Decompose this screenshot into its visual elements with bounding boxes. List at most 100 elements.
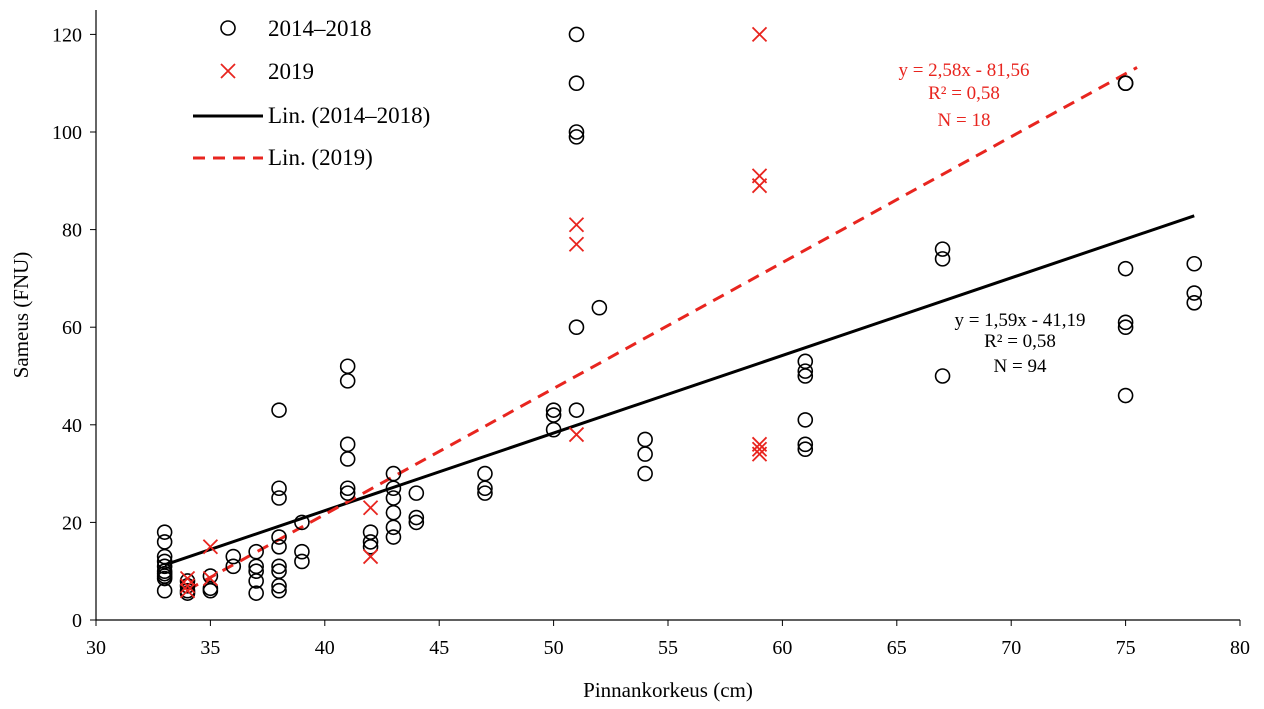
data-point-x <box>202 539 219 555</box>
data-point-circle <box>248 573 264 589</box>
trend-2014-2018-equation: y = 1,59x - 41,19 <box>954 310 1085 331</box>
data-point-circle <box>797 363 814 379</box>
data-point-circle <box>1186 294 1203 311</box>
axes: 30 35 40 45 50 55 60 65 70 75 80 0 20 40 60 80 100 120 Pin… <box>9 10 1250 702</box>
x-tick-label: 80 <box>1230 637 1250 659</box>
data-point-x <box>568 426 585 443</box>
data-point-circle <box>408 485 425 501</box>
data-point-circle <box>408 514 425 531</box>
data-point-circle <box>1117 387 1134 404</box>
x-tick-label: 35 <box>200 637 220 659</box>
data-point-circle <box>271 578 287 594</box>
data-point-x <box>751 441 768 457</box>
y-tick-label: 80 <box>62 220 82 242</box>
data-point-x-stroke <box>568 236 585 252</box>
data-point-circle <box>1186 285 1203 301</box>
data-point-x-stroke <box>751 441 768 457</box>
data-point-circle <box>797 412 814 428</box>
data-point-circle <box>385 490 402 506</box>
data-point-x <box>362 500 379 516</box>
x-tick-label: 70 <box>1001 637 1021 659</box>
data-point-circle <box>568 75 585 91</box>
trendline-2019 <box>186 66 1138 592</box>
data-point-circle <box>179 573 196 589</box>
data-point-x <box>568 236 585 252</box>
trend-2019-n: N = 18 <box>938 110 991 131</box>
data-point-circle <box>271 529 287 545</box>
data-point-x <box>568 217 585 233</box>
data-point-circle <box>225 548 242 565</box>
data-point-circle <box>568 402 585 418</box>
y-tick-label: 40 <box>62 415 82 437</box>
legend-label-lin-2014-2018: Lin. (2014–2018) <box>268 103 430 128</box>
data-point-circle <box>568 319 585 336</box>
y-axis-label: Sameus (FNU) <box>9 252 33 379</box>
data-point-circle <box>477 485 493 501</box>
data-point-circle <box>271 582 287 599</box>
data-point-circle <box>1117 75 1134 91</box>
data-point-x <box>179 578 196 594</box>
data-point-circle <box>1186 255 1203 272</box>
x-tick-label: 45 <box>429 637 449 659</box>
data-point-x <box>362 548 379 565</box>
data-point-x-stroke <box>751 178 768 194</box>
trend-2019-r2: R² = 0,58 <box>928 83 1000 104</box>
data-point-circle <box>568 124 585 140</box>
data-point-circle <box>797 441 814 458</box>
data-point-circle <box>271 480 287 497</box>
data-point-circle <box>408 509 425 526</box>
data-point-circle <box>271 490 287 506</box>
data-point-circle <box>545 421 562 438</box>
data-point-x <box>202 570 219 587</box>
legend-x-marker-icon <box>220 63 236 79</box>
data-point-circle <box>248 543 264 560</box>
data-point-x <box>751 26 768 43</box>
data-point-circle <box>248 585 264 601</box>
legend-label-lin-2019: Lin. (2019) <box>268 145 373 170</box>
data-points <box>156 26 1203 601</box>
data-point-circle <box>385 519 402 536</box>
x-tick-label: 40 <box>315 637 335 659</box>
x-tick-label: 55 <box>658 637 678 659</box>
data-point-circle <box>339 358 356 375</box>
data-point-circle <box>637 465 653 482</box>
data-point-x <box>179 570 196 587</box>
data-point-circle <box>271 538 287 555</box>
y-tick-label: 20 <box>62 512 82 534</box>
data-point-circle <box>339 451 356 467</box>
data-point-circle <box>271 402 287 418</box>
x-tick-label: 65 <box>887 637 907 659</box>
trendline-2014-2018 <box>164 214 1195 567</box>
data-point-circle <box>797 436 814 453</box>
data-point-x-stroke <box>568 217 585 233</box>
data-point-circle <box>568 26 585 43</box>
data-point-circle <box>294 553 310 570</box>
data-point-circle <box>294 514 310 531</box>
data-point-circle <box>637 446 653 462</box>
data-point-circle <box>477 480 493 497</box>
data-point-circle <box>339 436 356 453</box>
data-point-circle <box>1117 314 1134 331</box>
data-point-circle <box>294 543 310 560</box>
data-point-circle <box>591 299 608 316</box>
data-point-circle <box>362 538 379 555</box>
data-point-x <box>751 178 768 194</box>
data-point-circle <box>156 582 173 599</box>
data-point-circle <box>1117 319 1134 336</box>
data-point-circle <box>934 241 951 257</box>
data-point-circle <box>339 485 356 501</box>
legend-circle-marker-icon <box>220 20 236 36</box>
y-tick-label: 60 <box>62 317 82 339</box>
x-tick-label: 60 <box>772 637 792 659</box>
x-axis-label: Pinnankorkeus (cm) <box>583 678 753 702</box>
trend-2019-equation: y = 2,58x - 81,56 <box>898 60 1029 81</box>
data-point-circle <box>339 480 356 497</box>
data-point-circle <box>271 558 287 575</box>
legend-label-2019: 2019 <box>268 59 314 84</box>
legend: 2014–2018 2019 Lin. (2014–2018) Lin. (20… <box>193 16 430 170</box>
data-point-x-stroke <box>751 26 768 43</box>
x-tick-label: 50 <box>544 637 564 659</box>
data-point-circle <box>797 368 814 384</box>
data-point-circle <box>202 582 219 599</box>
